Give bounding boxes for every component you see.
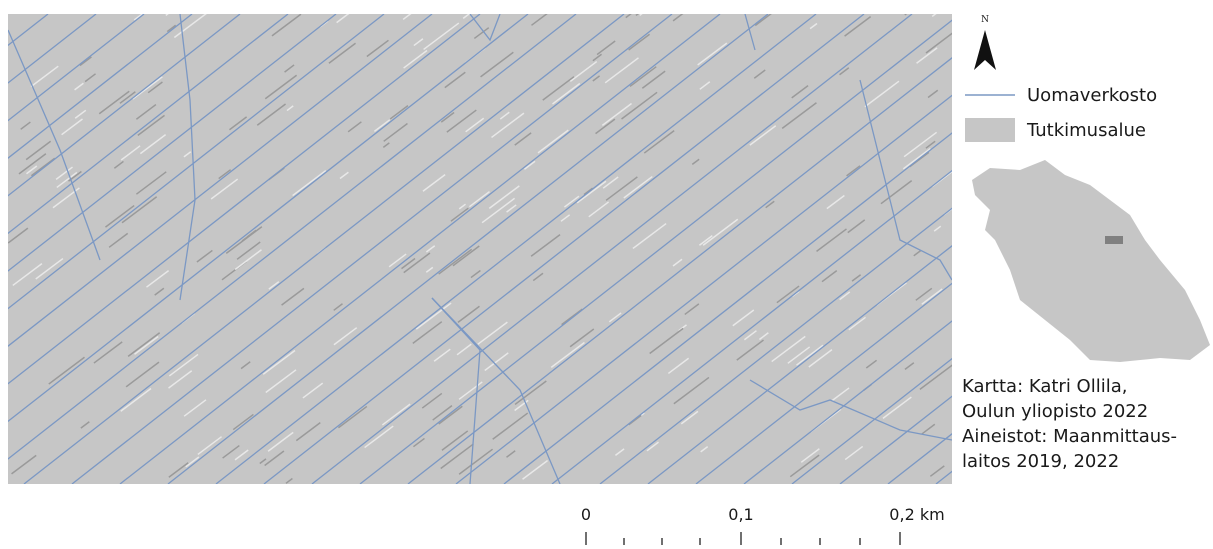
ridge [636,0,656,15]
north-arrow [974,30,996,70]
stream-line [1176,14,1213,484]
legend-area-symbol [965,118,1015,142]
legend-label: Uomaverkosto [1027,85,1157,106]
inset-study-area [1105,236,1123,244]
credit-line: Oulun yliopisto 2022 [962,401,1148,422]
legend-label: Tutkimusalue [1026,120,1146,141]
scale-label: 0,1 [728,505,753,524]
scale-label: 0 [581,505,591,524]
credit-line: Aineistot: Maanmittaus- [962,426,1177,447]
credit-line: laitos 2019, 2022 [962,451,1119,472]
north-label: N [981,15,989,25]
inset-region [972,160,1210,362]
map-figure: N Uomaverkosto Tutkimusalue Kartta: Katr… [0,0,1213,545]
ridge [905,3,920,15]
ridge [166,0,197,15]
scale-label: 0,2 km [889,505,944,524]
scale-bar [586,532,900,545]
page: {"north_label": "N", "legend": {"items":… [0,0,1213,545]
credit-line: Kartta: Katri Ollila, [962,376,1127,397]
